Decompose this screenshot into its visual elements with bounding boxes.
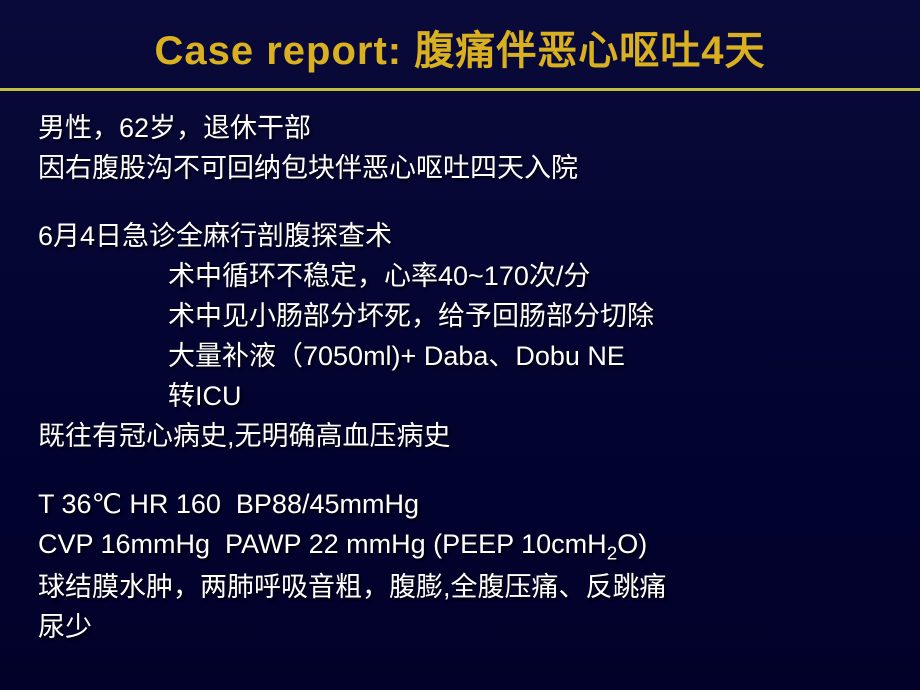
body-line: 转ICU	[38, 377, 882, 417]
slide-body: 男性，62岁，退休干部因右腹股沟不可回纳包块伴恶心呕吐四天入院 6月4日急诊全麻行…	[0, 109, 920, 648]
body-line: 大量补液（7050ml)+ Daba、Dobu NE	[38, 337, 882, 377]
body-line: 球结膜水肿，两肺呼吸音粗，腹膨,全腹压痛、反跳痛	[38, 568, 882, 608]
body-line: T 36℃ HR 160 BP88/45mmHg	[38, 485, 882, 525]
slide-title: Case report: 腹痛伴恶心呕吐4天	[0, 0, 920, 88]
body-line: CVP 16mmHg PAWP 22 mmHg (PEEP 10cmH2O)	[38, 525, 882, 568]
body-line: 尿少	[38, 608, 882, 648]
slide: Case report: 腹痛伴恶心呕吐4天 男性，62岁，退休干部因右腹股沟不…	[0, 0, 920, 690]
title-main: 腹痛伴恶心呕吐4天	[414, 29, 765, 73]
body-line: 6月4日急诊全麻行剖腹探查术	[38, 217, 882, 257]
body-line: 因右腹股沟不可回纳包块伴恶心呕吐四天入院	[38, 149, 882, 189]
blank-line	[38, 189, 882, 217]
blank-line	[38, 457, 882, 485]
title-rule	[0, 88, 920, 91]
body-line: 既往有冠心病史,无明确高血压病史	[38, 417, 882, 457]
body-line: 术中见小肠部分坏死，给予回肠部分切除	[38, 297, 882, 337]
body-line: 术中循环不稳定，心率40~170次/分	[38, 257, 882, 297]
body-line: 男性，62岁，退休干部	[38, 109, 882, 149]
title-prefix: Case report:	[155, 29, 415, 73]
